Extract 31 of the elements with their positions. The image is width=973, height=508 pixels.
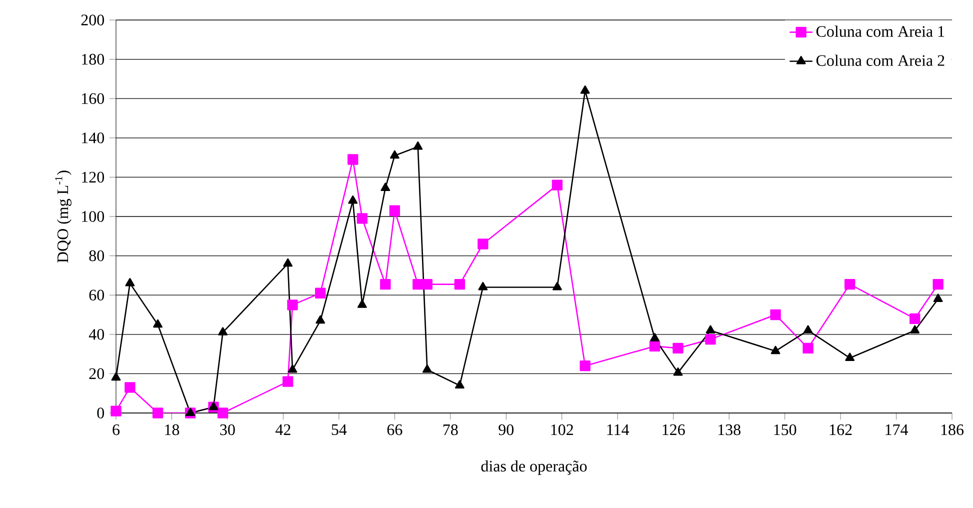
- y-tick-label: 100: [82, 211, 104, 222]
- y-tick-label: 60: [89, 290, 104, 300]
- x-tick-label: 174: [886, 424, 908, 435]
- x-tick-label: 6: [112, 424, 120, 436]
- x-tick-label: 102: [551, 424, 573, 436]
- y-tick-label: 180: [82, 54, 104, 65]
- x-tick-label: 162: [830, 424, 852, 436]
- x-tick-label: 18: [165, 424, 180, 436]
- y-tick-label: 40: [88, 329, 104, 340]
- x-tick-label: 150: [774, 424, 796, 436]
- y-tick-label: 120: [82, 172, 104, 183]
- x-tick-label: 138: [718, 424, 740, 436]
- x-tick-label: 114: [607, 424, 630, 435]
- x-tick-label: 66: [387, 424, 402, 436]
- x-tick-label: 90: [498, 424, 514, 436]
- legend-label: Coluna com Areia 2: [816, 54, 944, 66]
- x-tick-label: 54: [332, 424, 347, 436]
- x-tick-label: 78: [443, 424, 458, 436]
- x-tick-label: 126: [662, 424, 685, 436]
- x-tick-label: 42: [276, 424, 290, 435]
- y-tick-label: 80: [89, 250, 104, 262]
- y-tick-label: 140: [82, 132, 104, 144]
- x-axis-title: dias de operação: [481, 460, 587, 475]
- y-tick-label: 20: [89, 368, 104, 380]
- y-tick-label: 0: [97, 408, 104, 418]
- y-tick-label: 200: [81, 14, 104, 26]
- x-tick-label: 30: [220, 424, 235, 436]
- y-tick-label: 160: [82, 93, 104, 104]
- legend-label: Coluna com Areia 1: [816, 26, 944, 37]
- x-tick-label: 186: [941, 424, 964, 436]
- y-axis-title: DQO (mg L$^{-1}$): [55, 170, 72, 263]
